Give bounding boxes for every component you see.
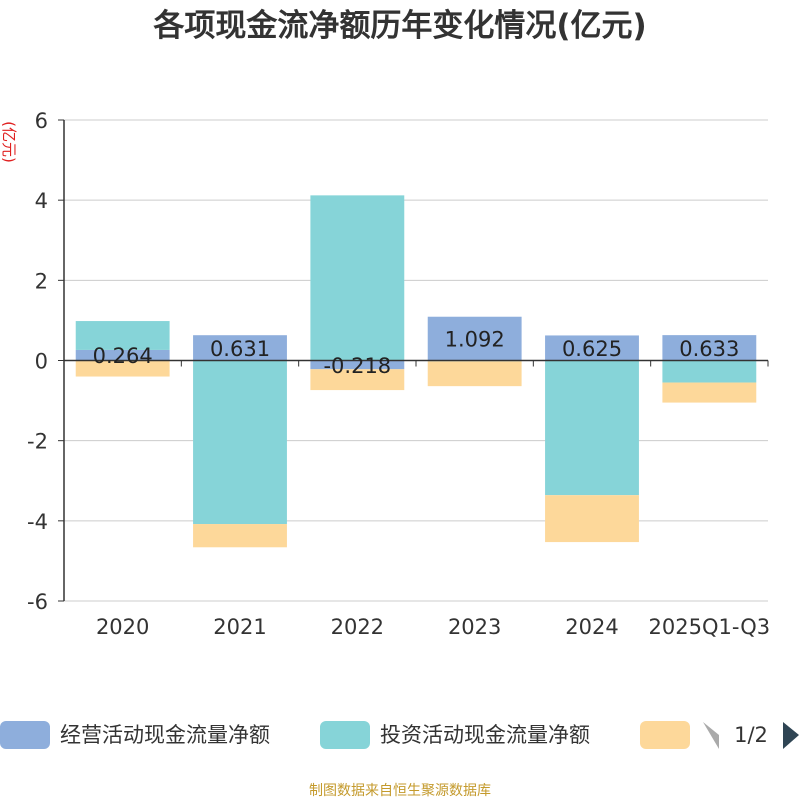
bar-segment [427, 361, 522, 387]
bar-segment [310, 195, 405, 361]
bar-segment [75, 349, 170, 361]
y-axis-label: (亿元) [0, 121, 18, 163]
bar-segment [193, 335, 287, 361]
legend-page-indicator: 1/2 [734, 723, 768, 747]
bar-segment [662, 335, 757, 361]
legend-label[interactable]: 投资活动现金流量净额 [380, 723, 590, 747]
bar-segment [545, 360, 639, 496]
bar-segment [193, 360, 287, 525]
bar-segment [75, 360, 170, 377]
x-tick-label: 2020 [96, 615, 149, 639]
triangle-right-icon[interactable] [783, 722, 799, 749]
bar-segment [193, 524, 287, 548]
legend: 经营活动现金流量净额 投资活动现金流量净额 [0, 721, 690, 749]
y-tick-label: 4 [35, 189, 48, 213]
triangle-left-icon[interactable] [703, 722, 719, 749]
legend-label[interactable]: 经营活动现金流量净额 [60, 723, 270, 747]
legend-swatch[interactable] [320, 721, 370, 749]
bar-segment [427, 316, 522, 361]
data-label: 0.633 [679, 337, 739, 361]
data-labels: 0.264 0.631 -0.218 1.092 0.625 0.633 [93, 328, 740, 378]
data-label: 0.625 [562, 337, 622, 361]
source-note: 制图数据来自恒生聚源数据库 [309, 783, 491, 799]
y-tick-label: -4 [27, 510, 48, 534]
y-tick-label: -6 [27, 590, 48, 614]
bar-segment [545, 335, 639, 361]
y-tick-label: 0 [35, 350, 48, 374]
axes [58, 119, 769, 602]
chart-title: 各项现金流净额历年变化情况(亿元) [152, 8, 646, 44]
y-tick-label: 6 [35, 109, 48, 133]
data-label: 0.264 [93, 344, 153, 368]
bars [75, 195, 757, 548]
bar-segment [662, 360, 757, 383]
bar-segment [545, 495, 639, 543]
tick-labels: 6 4 2 0 -2 -4 -6 2020 2021 2022 2023 2024 2025Q1-Q3 [27, 109, 770, 639]
bar-segment [310, 369, 405, 391]
x-tick-label: 2024 [565, 615, 618, 639]
data-label: 0.631 [210, 337, 270, 361]
data-label: 1.092 [445, 328, 505, 352]
legend-swatch[interactable] [640, 721, 690, 749]
x-tick-label: 2025Q1-Q3 [649, 615, 771, 639]
legend-pager: 1/2 [703, 722, 799, 749]
x-tick-label: 2022 [331, 615, 384, 639]
y-tick-label: -2 [27, 430, 48, 454]
data-label: -0.218 [323, 354, 391, 378]
y-tick-label: 2 [35, 269, 48, 293]
legend-swatch[interactable] [0, 721, 50, 749]
grid-lines [64, 119, 768, 602]
bar-segment [662, 382, 757, 403]
x-tick-label: 2021 [213, 615, 266, 639]
bar-segment [310, 360, 405, 370]
bar-segment [75, 321, 170, 350]
x-tick-label: 2023 [448, 615, 501, 639]
